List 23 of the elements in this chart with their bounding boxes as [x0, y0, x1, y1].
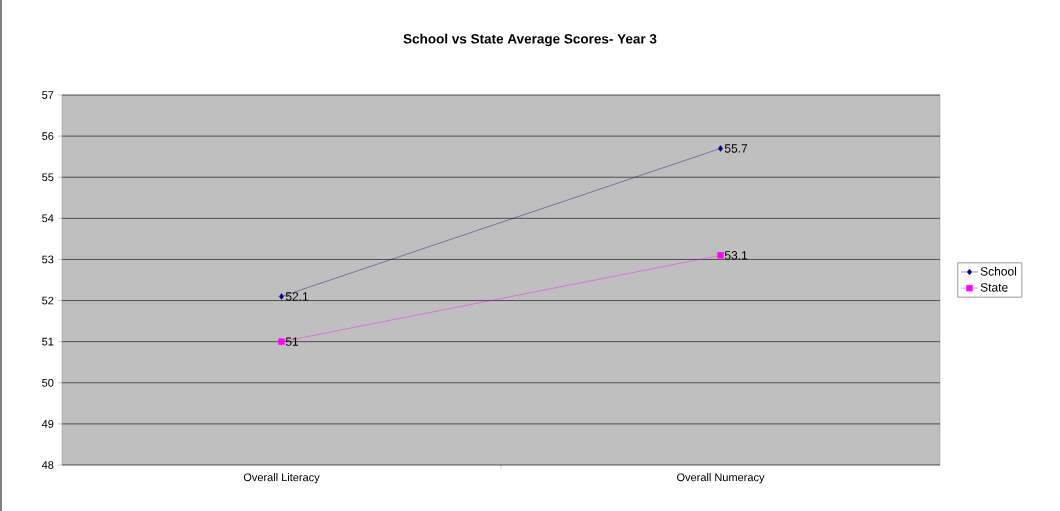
data-label: 55.7: [724, 144, 748, 153]
y-tick-label: 53: [42, 255, 54, 264]
point: [279, 293, 284, 300]
point: [717, 252, 724, 259]
x-tick-label: Overall Numeracy: [677, 473, 765, 484]
y-tick-label: 56: [42, 132, 54, 141]
y-tick-label: 54: [42, 214, 54, 223]
y-tick-label: 49: [41, 419, 54, 428]
point: [278, 338, 285, 345]
y-tick-label: 52: [42, 296, 54, 305]
y-tick-label: 51: [42, 337, 54, 346]
point: [718, 145, 723, 152]
legend-label: State: [980, 283, 1008, 292]
y-tick-label: 50: [42, 378, 54, 387]
data-label: 52.1: [285, 292, 309, 301]
data-label: 53.1: [724, 251, 748, 260]
chart-title: School vs State Average Scores- Year 3: [403, 33, 657, 47]
legend-label: School: [980, 266, 1017, 276]
x-tick-label: Overall Literacy: [243, 473, 320, 484]
data-label: 51: [285, 337, 299, 346]
y-tick-label: 48: [41, 461, 54, 469]
y-tick-label: 55: [42, 173, 54, 182]
y-tick-label: 57: [42, 91, 54, 99]
